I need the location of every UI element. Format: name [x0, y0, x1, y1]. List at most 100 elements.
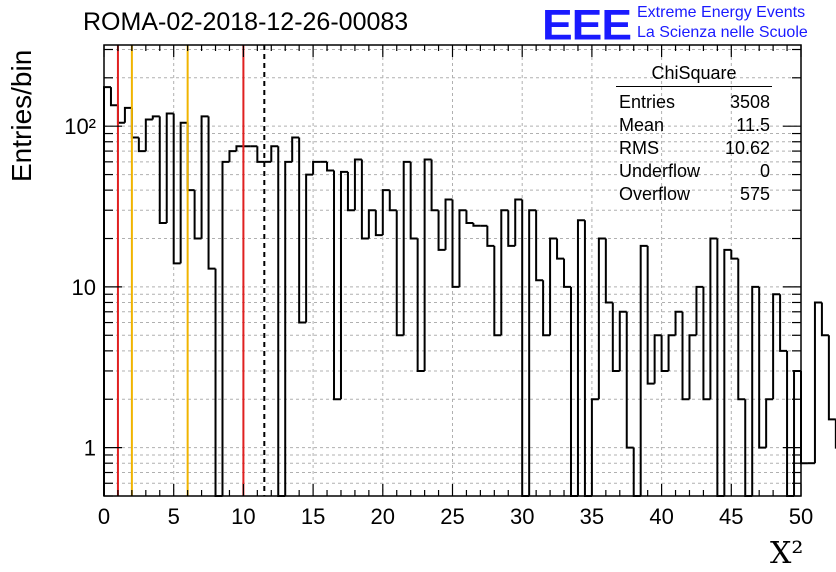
histogram-bin: [109, 87, 118, 107]
stats-label: Overflow: [619, 184, 691, 204]
stats-value: 10.62: [724, 138, 770, 158]
histogram-bin: [660, 335, 669, 372]
histogram-bin: [360, 159, 369, 240]
histogram-bin: [402, 160, 411, 336]
histogram-bin: [451, 199, 460, 288]
histogram-bin: [444, 198, 453, 250]
stats-label: Mean: [619, 115, 665, 135]
stats-row-overflow: Overflow 575: [610, 183, 778, 206]
histogram-bin: [646, 245, 655, 385]
histogram-bin: [458, 209, 467, 287]
histogram-bin: [625, 311, 634, 449]
logo-line-1: Extreme Energy Events: [637, 4, 806, 21]
histogram-bin: [103, 86, 111, 496]
stats-row-rms: RMS 10.62: [610, 137, 778, 160]
y-tick-label: 10: [72, 275, 96, 300]
histogram-bin: [618, 310, 627, 371]
stats-row-underflow: Underflow 0: [610, 160, 778, 183]
histogram-bin: [695, 285, 704, 336]
histogram-bin: [312, 160, 321, 175]
histogram-bin: [367, 209, 376, 239]
histogram-bin: [137, 137, 146, 153]
histogram-bin: [688, 334, 697, 400]
histogram-bin: [563, 258, 571, 288]
histogram-bin: [820, 302, 829, 337]
histogram-bin: [326, 161, 335, 172]
stats-value: 575: [739, 184, 770, 204]
x-tick-label: 0: [98, 504, 110, 529]
histogram-bin: [786, 350, 795, 497]
histogram-bin: [437, 210, 446, 251]
histogram-bin: [256, 146, 265, 163]
histogram-bin: [116, 105, 125, 124]
histogram-bin: [569, 286, 578, 497]
stats-label: Entries: [619, 92, 676, 112]
histogram-bin: [758, 286, 767, 449]
logo-line-2: La Scienza nelle Scuole: [637, 24, 808, 41]
histogram-bin: [291, 136, 300, 162]
x-tick-label: 45: [719, 504, 743, 529]
histogram-bin: [346, 171, 355, 212]
stats-label: RMS: [619, 138, 659, 158]
histogram-bin: [305, 173, 314, 323]
histogram-bin: [772, 293, 781, 400]
histogram-bin: [486, 225, 495, 247]
x-axis: 0 5 10 15 20 25 30 35 40 45 50: [98, 45, 813, 529]
histogram-bin: [179, 121, 188, 264]
histogram-bin: [590, 398, 599, 496]
histogram-bin: [653, 334, 662, 384]
histogram-bin: [333, 170, 341, 401]
histogram-bin: [528, 209, 537, 496]
histogram-bin: [674, 310, 683, 336]
histogram-bin: [144, 118, 153, 152]
histogram-bin: [395, 210, 404, 337]
stats-title: ChiSquare: [616, 60, 772, 87]
histogram-bin: [298, 137, 307, 324]
histogram-bin: [576, 219, 585, 496]
x-tick-label: 25: [440, 504, 464, 529]
x-tick-label: 35: [580, 504, 604, 529]
histogram-bin: [353, 158, 362, 211]
histogram-bin: [751, 285, 760, 496]
histogram-bin: [827, 335, 836, 421]
histogram-bin: [221, 160, 230, 496]
y-tick-label: 10²: [64, 114, 96, 139]
histogram-bin: [416, 238, 425, 372]
chart-title: ROMA-02-2018-12-26-00083: [83, 8, 409, 36]
y-axis: 1 10 10²: [64, 48, 801, 497]
histogram-bin: [779, 294, 788, 352]
eee-logo: EEE: [542, 0, 632, 49]
histogram-bin: [681, 311, 690, 401]
histogram-bin: [716, 238, 725, 497]
stats-box: ChiSquare Entries 3508 Mean 11.5 RMS 10.62 …: [610, 60, 778, 206]
histogram-bin: [151, 115, 160, 120]
x-tick-label: 50: [789, 504, 813, 529]
histogram-bin: [207, 116, 216, 270]
stats-row-mean: Mean 11.5: [610, 114, 778, 137]
histogram-bin: [270, 145, 279, 162]
histogram-bin: [521, 199, 530, 497]
histogram-bin: [186, 122, 195, 192]
y-tick-label: 1: [84, 436, 96, 461]
histogram-bin: [800, 370, 808, 465]
x-tick-label: 40: [649, 504, 673, 529]
x-tick-label: 15: [301, 504, 325, 529]
histogram-bin: [730, 249, 739, 260]
histogram-bin: [723, 248, 732, 496]
histogram-bin: [737, 258, 746, 401]
histogram-bin: [556, 238, 565, 260]
histogram-bin: [277, 146, 286, 497]
histogram-bin: [709, 237, 718, 400]
histogram-bin: [535, 210, 544, 282]
histogram-bin: [604, 238, 613, 304]
histogram-bin: [235, 145, 244, 152]
histogram-bin: [472, 222, 481, 227]
histogram-bin: [423, 158, 432, 371]
histogram-bin: [793, 369, 801, 496]
histogram-bin: [172, 113, 181, 265]
histogram-bin: [611, 302, 620, 372]
reference-lines: [116, 45, 266, 496]
histogram-bin: [123, 106, 132, 123]
histogram-bin: [500, 209, 509, 336]
